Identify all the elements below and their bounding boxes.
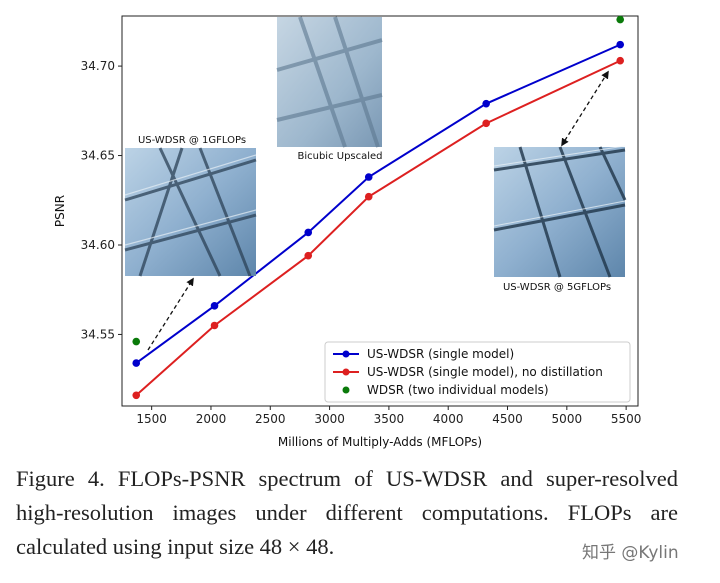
y-tick-label: 34.65 bbox=[81, 149, 115, 163]
series-line-0 bbox=[135, 43, 621, 364]
series-2 bbox=[132, 15, 625, 346]
legend: US-WDSR (single model) US-WDSR (single m… bbox=[324, 341, 631, 403]
inset-label-5gflops: US-WDSR @ 5GFLOPs bbox=[503, 282, 611, 293]
data-point bbox=[210, 321, 219, 330]
x-tick-label: 2500 bbox=[255, 412, 286, 426]
legend-box bbox=[324, 341, 631, 403]
series-layer bbox=[132, 15, 625, 400]
x-tick-label: 3000 bbox=[314, 412, 345, 426]
figure-caption: Figure 4. FLOPs-PSNR spectrum of US-WDSR… bbox=[16, 466, 678, 559]
legend-entry-no-distillation: US-WDSR (single model), no distillation bbox=[333, 365, 603, 379]
y-axis-label: PSNR bbox=[53, 195, 67, 227]
inset-label-1gflops: US-WDSR @ 1GFLOPs bbox=[138, 135, 246, 146]
data-point bbox=[616, 40, 625, 49]
x-axis-ticks: 1500 2000 2500 3000 3500 4000 4500 5000 5500 bbox=[136, 406, 641, 426]
inset-1gflops: US-WDSR @ 1GFLOPs bbox=[124, 135, 257, 277]
inset-5gflops: US-WDSR @ 5GFLOPs bbox=[493, 145, 627, 293]
inset-image-bicubic bbox=[277, 17, 382, 147]
y-tick-label: 34.55 bbox=[81, 327, 115, 341]
y-tick-label: 34.60 bbox=[81, 238, 115, 252]
legend-entry-single-model: US-WDSR (single model) bbox=[333, 347, 514, 361]
data-point bbox=[364, 192, 373, 201]
x-tick-label: 3500 bbox=[374, 412, 405, 426]
inset-bicubic: Bicubic Upscaled bbox=[276, 16, 383, 162]
x-tick-label: 4500 bbox=[492, 412, 523, 426]
data-point bbox=[304, 228, 313, 237]
x-tick-label: 5500 bbox=[611, 412, 642, 426]
series-line-1 bbox=[135, 59, 621, 397]
data-point bbox=[304, 251, 313, 260]
arrow-to-1gflops-inset bbox=[147, 277, 194, 351]
legend-label-single-model: US-WDSR (single model) bbox=[367, 347, 514, 361]
data-point bbox=[132, 337, 141, 346]
arrow-to-5gflops-inset bbox=[561, 70, 609, 147]
watermark: 知乎 @Kylin bbox=[582, 543, 679, 563]
legend-label-wdsr: WDSR (two individual models) bbox=[367, 383, 549, 397]
x-tick-label: 5000 bbox=[552, 412, 583, 426]
data-point bbox=[482, 119, 490, 128]
y-axis-ticks: 34.55 34.60 34.65 34.70 bbox=[81, 59, 122, 341]
series-1 bbox=[132, 56, 625, 400]
data-point bbox=[616, 56, 625, 65]
data-point bbox=[132, 359, 141, 367]
flops-psnr-chart: 1500 2000 2500 3000 3500 4000 4500 5000 5500 34.… bbox=[53, 15, 641, 449]
data-point bbox=[132, 391, 141, 400]
series-0 bbox=[132, 40, 625, 367]
data-point bbox=[210, 302, 219, 310]
inset-label-bicubic: Bicubic Upscaled bbox=[297, 151, 382, 162]
data-point bbox=[482, 99, 490, 108]
x-tick-label: 2000 bbox=[196, 412, 227, 426]
x-tick-label: 1500 bbox=[136, 412, 167, 426]
y-tick-label: 34.70 bbox=[81, 59, 115, 73]
data-point bbox=[616, 15, 625, 24]
data-point bbox=[364, 173, 373, 181]
x-axis-label: Millions of Multiply-Adds (MFLOPs) bbox=[278, 435, 482, 449]
x-tick-label: 4000 bbox=[433, 412, 464, 426]
legend-label-no-distillation: US-WDSR (single model), no distillation bbox=[367, 365, 603, 379]
legend-entry-wdsr: WDSR (two individual models) bbox=[342, 383, 549, 397]
